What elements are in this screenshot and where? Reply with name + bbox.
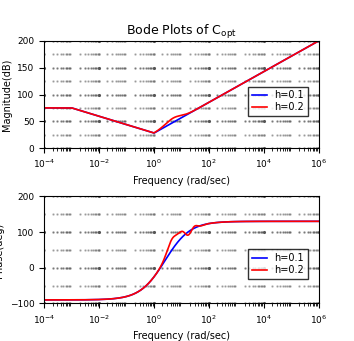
h=0.2 <box>42 106 46 110</box>
h=0.1 <box>246 78 250 83</box>
h=0.1 <box>246 219 250 223</box>
h=0.1 <box>216 95 221 99</box>
Legend: h=0.1, h=0.2: h=0.1, h=0.2 <box>249 87 308 116</box>
h=0.1 <box>152 131 156 135</box>
h=0.2 <box>152 131 156 135</box>
Legend: h=0.1, h=0.2: h=0.1, h=0.2 <box>249 249 308 279</box>
h=0.1 <box>205 102 209 106</box>
Line: h=0.2: h=0.2 <box>44 41 319 133</box>
h=0.1 <box>42 106 46 110</box>
X-axis label: Frequency (rad/sec): Frequency (rad/sec) <box>133 176 230 186</box>
h=0.2 <box>260 219 264 223</box>
Line: h=0.1: h=0.1 <box>44 41 319 133</box>
h=0.1 <box>205 222 209 226</box>
h=0.2 <box>42 298 46 302</box>
h=0.2 <box>56 106 60 110</box>
h=0.1 <box>56 106 60 110</box>
h=0.2 <box>142 128 146 132</box>
h=0.1 <box>316 39 321 43</box>
h=0.2 <box>56 298 60 302</box>
Y-axis label: Magnitude(dB): Magnitude(dB) <box>2 58 12 131</box>
h=0.1 <box>260 219 264 223</box>
h=0.2 <box>260 70 264 74</box>
h=0.2 <box>316 219 321 223</box>
Line: h=0.2: h=0.2 <box>44 221 319 300</box>
X-axis label: Frequency (rad/sec): Frequency (rad/sec) <box>133 331 230 341</box>
h=0.1 <box>142 286 146 290</box>
Line: h=0.1: h=0.1 <box>44 221 319 300</box>
h=0.2 <box>205 222 209 226</box>
Y-axis label: Phase(deg): Phase(deg) <box>0 222 4 278</box>
h=0.1 <box>142 128 146 132</box>
h=0.2 <box>246 219 250 223</box>
h=0.1 <box>216 220 221 224</box>
h=0.2 <box>246 78 250 83</box>
h=0.2 <box>216 220 221 224</box>
h=0.1 <box>56 298 60 302</box>
h=0.2 <box>205 102 209 106</box>
Title: Bode Plots of C$_{\mathregular{opt}}$: Bode Plots of C$_{\mathregular{opt}}$ <box>126 23 237 41</box>
h=0.2 <box>216 95 221 99</box>
h=0.1 <box>42 298 46 302</box>
h=0.1 <box>260 70 264 74</box>
h=0.2 <box>142 286 146 290</box>
h=0.1 <box>316 219 321 223</box>
h=0.2 <box>316 39 321 43</box>
